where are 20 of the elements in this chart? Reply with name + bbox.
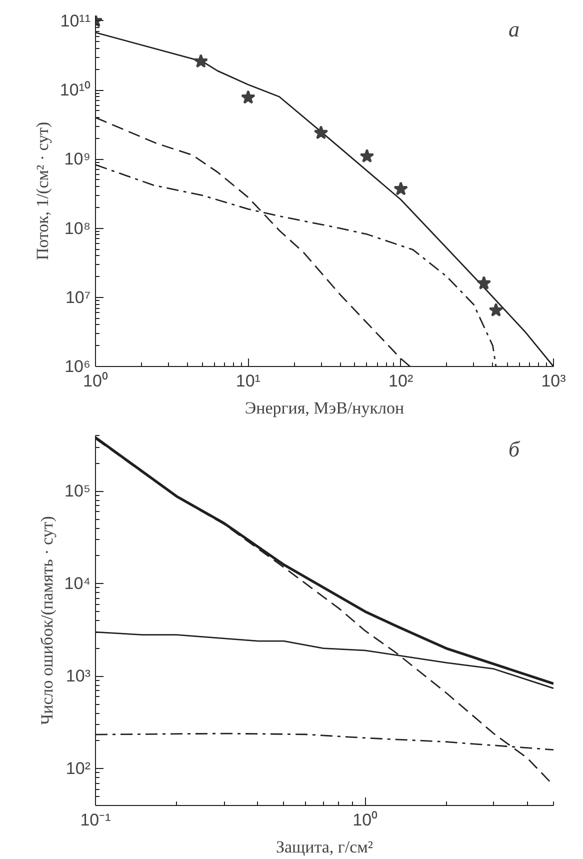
annotation: б (508, 436, 520, 462)
x-tick-label: 10² (388, 372, 414, 390)
x-tick-label: 10⁻¹ (80, 810, 112, 830)
y-tick-label: 10¹¹ (60, 11, 91, 30)
y-tick-label: 10⁹ (64, 150, 91, 169)
annotation: а (508, 16, 520, 42)
y-axis-title: Число ошибок/(память · сут) (37, 516, 56, 725)
y-axis-title: Поток, 1/(см² · сут) (32, 122, 52, 260)
y-tick-label: 10⁷ (65, 288, 90, 307)
y-tick-label: 10⁸ (64, 218, 91, 238)
x-tick-label: 10¹ (236, 372, 261, 390)
x-tick-label: 10³ (541, 372, 566, 390)
x-axis-title: Защита, г/см² (276, 838, 374, 856)
y-tick-label: 10¹⁰ (60, 80, 91, 100)
y-tick-label: 10⁴ (64, 574, 91, 594)
x-tick-label: 10⁰ (352, 810, 378, 830)
x-axis-title: Энергия, МэВ/нуклон (244, 398, 404, 418)
y-tick-label: 10² (66, 759, 91, 778)
y-tick-label: 10⁵ (64, 482, 91, 501)
y-tick-label: 10³ (66, 666, 91, 686)
